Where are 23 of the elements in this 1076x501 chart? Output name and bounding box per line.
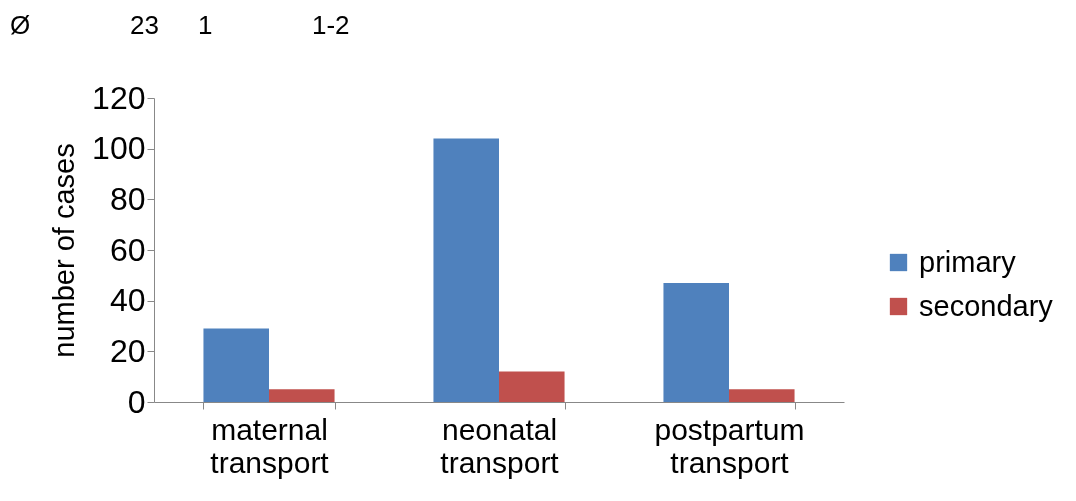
text: 23 [130,10,159,41]
legend-label: secondary [919,289,1054,322]
y-tick-label: 40 [109,282,146,319]
bar [433,138,499,402]
bar [203,328,269,402]
bar [663,282,729,402]
y-axis-title: number of cases [48,143,81,358]
x-tick-label: postpartum transport [654,412,805,479]
y-tick-label: 60 [109,231,146,268]
x-tick-label: neonatal transport [440,412,560,479]
bar [499,371,565,402]
x-tick-label: maternal transport [210,412,330,479]
text: 1 [198,10,213,41]
legend-label: primary [919,245,1017,278]
y-tick-label: 80 [109,180,146,217]
text: 1-2 [312,10,350,41]
y-tick-label: 0 [127,383,146,420]
y-tick-label: 20 [109,332,146,369]
bar [729,389,795,402]
bar [269,389,335,402]
text: Ø [10,10,31,41]
y-tick-label: 100 [92,130,146,167]
y-tick-label: 120 [92,79,146,116]
